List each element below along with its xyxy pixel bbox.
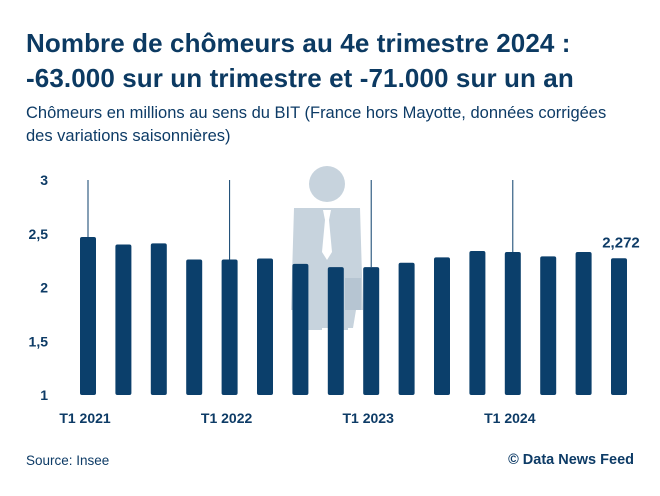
last-value-label: 2,272 [602, 234, 640, 251]
bar [398, 262, 415, 395]
bar [575, 252, 592, 395]
y-tick-label: 3 [40, 172, 48, 188]
bar [611, 258, 627, 395]
x-tick-label: T1 2023 [343, 410, 395, 426]
x-tick-label: T1 2022 [201, 410, 253, 426]
x-tick-label: T1 2024 [484, 410, 536, 426]
y-tick-label: 2,5 [29, 226, 49, 242]
bar [540, 256, 557, 395]
bar [150, 243, 167, 395]
bar [469, 250, 486, 395]
year-guide-lines [87, 180, 514, 268]
bar [80, 236, 96, 395]
bar [327, 267, 344, 395]
source-note: Source: Insee [26, 453, 110, 468]
bar [115, 244, 132, 395]
credit: © Data News Feed [508, 452, 634, 468]
bar [504, 252, 521, 395]
data-labels: 2,272 [602, 234, 640, 251]
y-axis: 3 2,5 2 1,5 1 [29, 172, 49, 403]
bar-chart: 3 2,5 2 1,5 1 T1 2021 T1 2022 T1 2023 T1 2024 2… [29, 166, 640, 426]
title-line-1: Nombre de chômeurs au 4e trimestre 2024 … [26, 28, 571, 58]
y-tick-label: 2 [40, 280, 48, 296]
y-tick-label: 1,5 [29, 333, 49, 349]
bar [363, 267, 380, 395]
bars [80, 236, 627, 395]
chart-title: Nombre de chômeurs au 4e trimestre 2024 … [26, 26, 646, 96]
bar [186, 259, 203, 395]
x-tick-label: T1 2021 [59, 410, 111, 426]
x-axis: T1 2021 T1 2022 T1 2023 T1 2024 [59, 410, 535, 426]
bar [292, 263, 309, 395]
bar [257, 258, 273, 395]
chart-subtitle: Chômeurs en millions au sens du BIT (Fra… [26, 104, 607, 145]
bar [434, 257, 450, 395]
bar [221, 259, 238, 395]
y-tick-label: 1 [40, 387, 48, 403]
title-line-2: -63.000 sur un trimestre et -71.000 sur … [26, 63, 574, 93]
